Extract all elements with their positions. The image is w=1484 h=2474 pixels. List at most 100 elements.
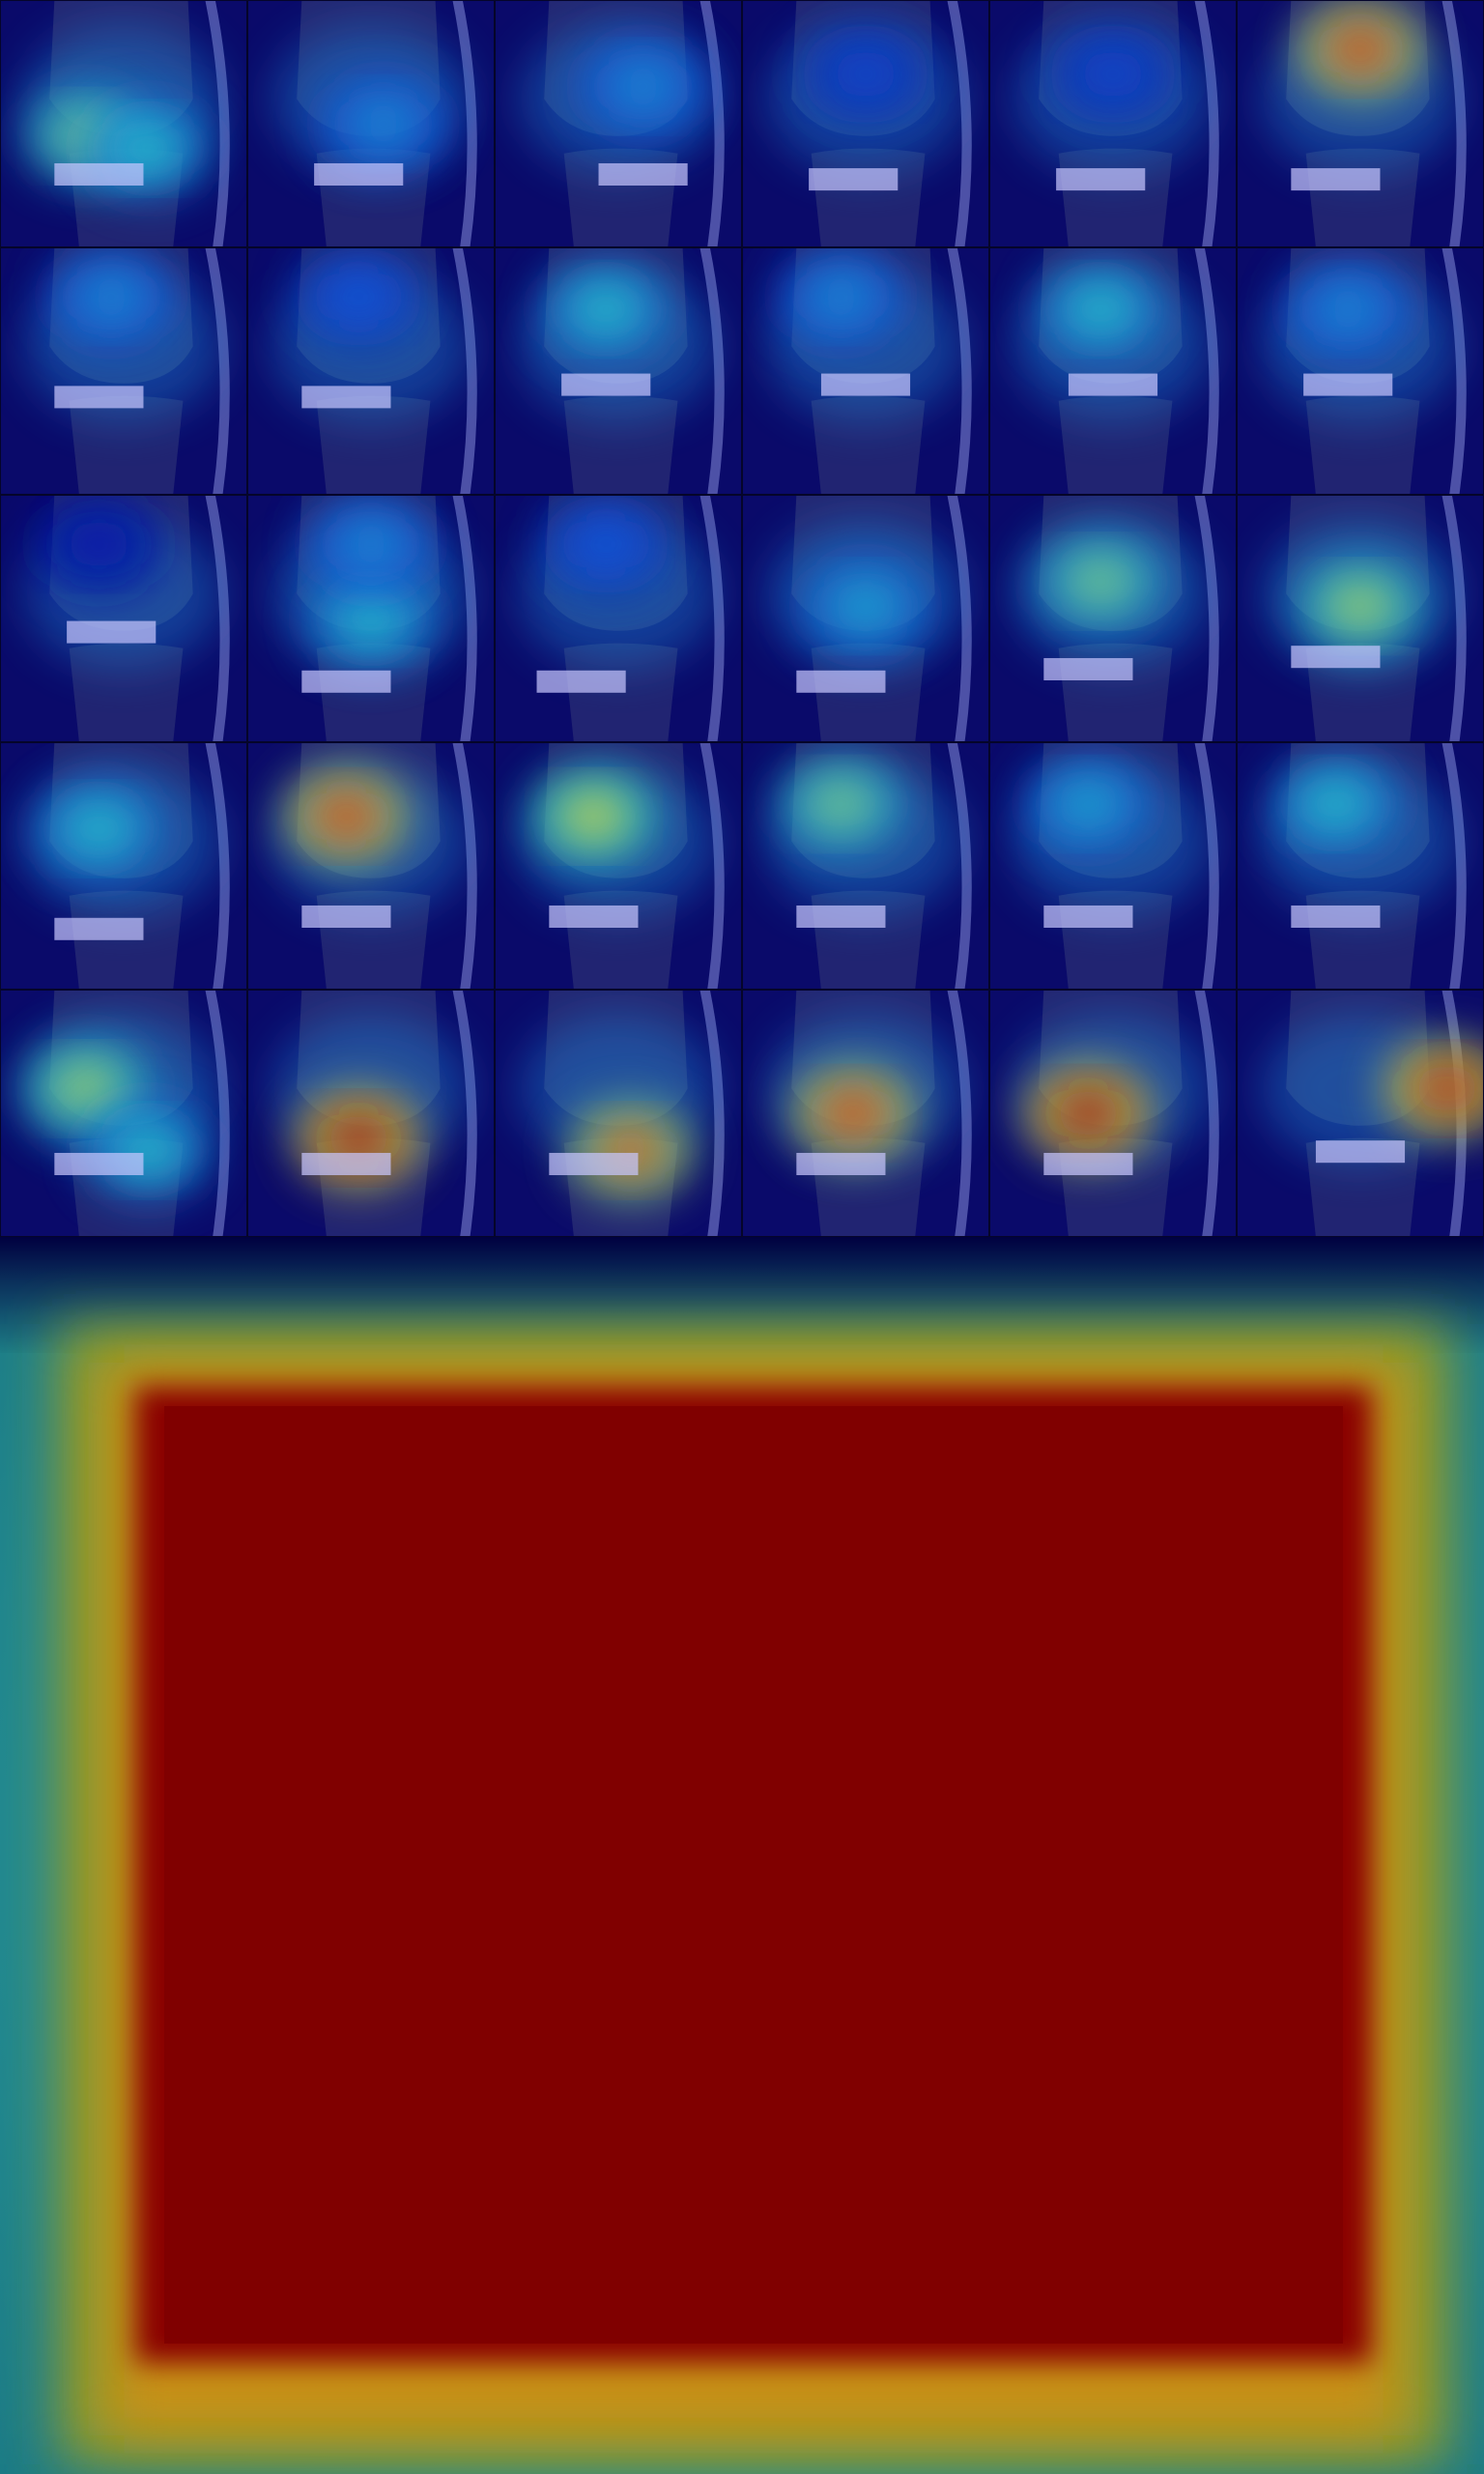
mri-slice-svg xyxy=(989,990,1237,1237)
heatmap-core-inner xyxy=(164,1406,1343,2344)
skin-line xyxy=(205,0,230,247)
bright-band xyxy=(54,917,144,940)
heat-spot-core xyxy=(1313,284,1384,334)
skin-line xyxy=(1441,0,1467,247)
tibia-shape xyxy=(1058,395,1173,495)
skin-line xyxy=(205,990,230,1237)
skin-line xyxy=(205,247,230,495)
skin-line xyxy=(452,247,477,495)
bright-band xyxy=(301,386,391,409)
skin-line xyxy=(1441,495,1467,742)
bright-band xyxy=(1291,168,1381,191)
mri-slice-svg xyxy=(495,0,742,247)
skin-line xyxy=(699,990,725,1237)
mri-slice-tile xyxy=(495,990,742,1237)
mri-slice-tile xyxy=(495,742,742,990)
mri-slice-tile xyxy=(989,742,1237,990)
bright-band xyxy=(796,905,886,928)
bright-band xyxy=(314,162,404,186)
mri-slice-svg xyxy=(742,990,989,1237)
mri-slice-svg xyxy=(247,0,495,247)
skin-line xyxy=(947,742,972,990)
bright-band xyxy=(301,1152,391,1175)
bright-band xyxy=(301,905,391,928)
mri-slice-tile xyxy=(247,247,495,495)
bright-band xyxy=(1291,905,1381,928)
slice-mosaic xyxy=(0,0,1484,1237)
bright-band xyxy=(809,168,899,191)
skin-line xyxy=(1194,742,1219,990)
heat-spot-core xyxy=(571,284,642,334)
mri-slice-svg xyxy=(0,495,247,742)
heat-spot-core xyxy=(1066,557,1136,607)
skin-line xyxy=(699,495,725,742)
heat-spot-core xyxy=(336,593,406,644)
mri-slice-tile xyxy=(989,990,1237,1237)
bright-band xyxy=(301,670,391,693)
bright-band xyxy=(796,670,886,693)
heat-spot-core xyxy=(1053,779,1124,829)
mri-slice-tile xyxy=(247,742,495,990)
mri-slice-svg xyxy=(247,247,495,495)
mri-slice-svg xyxy=(1237,0,1484,247)
skin-line xyxy=(947,495,972,742)
mri-slice-svg xyxy=(0,990,247,1237)
mri-slice-tile xyxy=(1237,0,1484,247)
heat-spot-core xyxy=(311,791,382,842)
mri-slice-tile xyxy=(495,247,742,495)
mri-slice-svg xyxy=(989,495,1237,742)
mri-slice-tile xyxy=(0,0,247,247)
mri-slice-svg xyxy=(1237,742,1484,990)
heat-spot-core xyxy=(1053,1088,1124,1138)
mri-slice-svg xyxy=(495,247,742,495)
skin-line xyxy=(947,0,972,247)
mri-slice-svg xyxy=(989,0,1237,247)
bright-band xyxy=(549,905,639,928)
mri-slice-svg xyxy=(1237,247,1484,495)
mri-slice-svg xyxy=(1237,990,1484,1237)
heat-spot-core xyxy=(806,272,876,322)
bright-band xyxy=(1056,168,1146,191)
heat-spot-core xyxy=(336,519,406,569)
heat-spot-core xyxy=(831,49,900,100)
mri-slice-svg xyxy=(0,247,247,495)
heat-spot-core xyxy=(348,99,418,149)
tibia-shape xyxy=(69,395,184,495)
bright-band xyxy=(54,1152,144,1175)
mri-slice-svg xyxy=(247,990,495,1237)
mri-slice-tile xyxy=(0,495,247,742)
bright-band xyxy=(561,373,651,396)
bright-band xyxy=(536,670,626,693)
mri-slice-svg xyxy=(742,742,989,990)
mri-slice-tile xyxy=(1237,742,1484,990)
heat-spot-core xyxy=(1412,1063,1482,1113)
heat-spot-core xyxy=(608,62,678,112)
mri-slice-tile xyxy=(0,742,247,990)
tibia-shape xyxy=(1305,395,1420,495)
mri-slice-tile xyxy=(495,495,742,742)
mri-slice-tile xyxy=(989,495,1237,742)
mri-slice-svg xyxy=(989,742,1237,990)
bright-band xyxy=(1068,373,1158,396)
mri-slice-svg xyxy=(495,990,742,1237)
bright-band xyxy=(54,162,144,186)
heat-spot-core xyxy=(831,581,900,631)
mri-slice-tile xyxy=(989,0,1237,247)
skin-line xyxy=(452,0,477,247)
skin-line xyxy=(947,990,972,1237)
bright-band xyxy=(598,162,688,186)
mri-slice-tile xyxy=(247,990,495,1237)
skin-line xyxy=(452,742,477,990)
heat-spot-core xyxy=(1300,779,1371,829)
skin-line xyxy=(205,742,230,990)
skin-line xyxy=(699,742,725,990)
skin-line xyxy=(452,495,477,742)
mri-slice-svg xyxy=(742,247,989,495)
heat-spot-core xyxy=(324,1113,394,1164)
skin-line xyxy=(699,247,725,495)
heat-spot-core xyxy=(1326,24,1395,74)
skin-line xyxy=(1441,247,1467,495)
skin-line xyxy=(1194,247,1219,495)
bright-band xyxy=(1043,905,1133,928)
